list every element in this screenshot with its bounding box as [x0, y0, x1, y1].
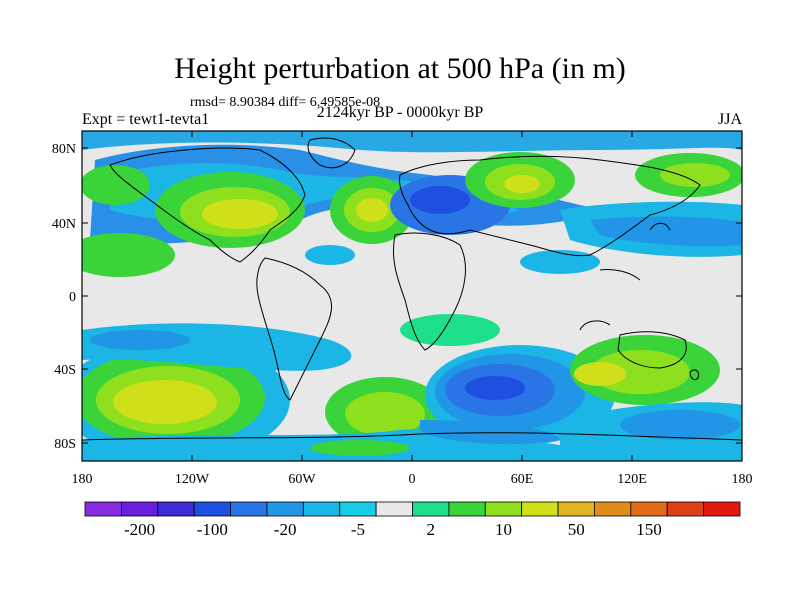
lat-tick-label: 40S — [54, 363, 76, 378]
contour-band — [410, 186, 470, 214]
colorbar-swatch — [666, 501, 705, 517]
colorbar-swatch — [448, 501, 486, 517]
period-label: 2124kyr BP - 0000kyr BP — [316, 104, 484, 121]
colorbar-swatch — [193, 501, 231, 517]
colorbar-swatch — [484, 501, 523, 517]
lon-tick-label: 120W — [175, 472, 210, 487]
colorbar-swatch — [375, 501, 413, 517]
colorbar-swatch — [412, 501, 450, 517]
colorbar-swatch — [339, 501, 377, 517]
lon-tick-label: 120E — [617, 472, 647, 487]
contour-band — [465, 376, 525, 400]
contour-band — [420, 420, 560, 445]
experiment-label: Expt = tewt1-tevta1 — [82, 111, 210, 128]
lon-tick-label: 180 — [732, 472, 753, 487]
colorbar-label: 50 — [568, 520, 585, 539]
lat-tick-label: 40N — [52, 217, 76, 232]
colorbar-label: -100 — [197, 520, 228, 539]
contour-band — [305, 245, 355, 265]
colorbar-label: -5 — [351, 520, 365, 539]
colorbar-label: 10 — [495, 520, 512, 539]
contour-band — [82, 233, 175, 277]
contour-band — [660, 163, 730, 187]
lon-axis: 180 120W 60W 0 60E 120E 180 — [72, 131, 753, 487]
contour-band — [113, 380, 217, 424]
colorbar-swatch — [703, 501, 741, 517]
contour-band — [574, 362, 626, 386]
contour-band — [400, 314, 500, 346]
lon-tick-label: 60W — [288, 472, 316, 487]
contour-band — [356, 198, 388, 222]
contour-band — [345, 392, 425, 436]
lon-tick-label: 60E — [511, 472, 534, 487]
colorbar-swatch — [594, 501, 632, 517]
contour-band — [620, 410, 740, 440]
colorbar-swatch — [230, 501, 268, 517]
lat-tick-label: 80N — [52, 142, 76, 157]
colorbar-label: -200 — [124, 520, 155, 539]
map-title: Height perturbation at 500 hPa (in m) — [174, 52, 626, 85]
coastlines — [82, 137, 742, 441]
lat-tick-label: 0 — [69, 290, 76, 305]
colorbar-swatch — [521, 501, 559, 517]
colorbar-swatch — [302, 501, 341, 517]
colorbar-swatch — [120, 501, 159, 517]
lon-tick-label: 0 — [409, 472, 416, 487]
colorbar-label: -20 — [274, 520, 297, 539]
season-label: JJA — [717, 111, 742, 128]
contour-band — [82, 165, 150, 205]
contour-field — [82, 131, 742, 461]
colorbar-label: 2 — [426, 520, 435, 539]
lat-axis: 80N 40N 0 40S 80S — [52, 142, 742, 452]
colorbar-swatch — [266, 501, 304, 517]
contour-band — [90, 330, 190, 350]
contour-band — [202, 199, 278, 229]
colorbar-swatch — [630, 501, 668, 517]
contour-band — [82, 131, 742, 153]
contour-band — [310, 440, 410, 456]
contour-band — [590, 216, 742, 247]
colorbar-swatch — [84, 501, 122, 517]
stats-text: rmsd= 8.90384 diff= 6.49585e-08 — [190, 95, 381, 110]
colorbar-label: 150 — [636, 520, 662, 539]
contour-band — [520, 250, 600, 274]
colorbar-swatch — [557, 501, 595, 517]
colorbar-swatch — [157, 501, 195, 517]
contour-band — [504, 175, 540, 193]
colorbar: -200 -100 -20 -5 2 10 50 150 — [84, 501, 741, 539]
lat-tick-label: 80S — [54, 437, 76, 452]
lon-tick-label: 180 — [72, 472, 93, 487]
